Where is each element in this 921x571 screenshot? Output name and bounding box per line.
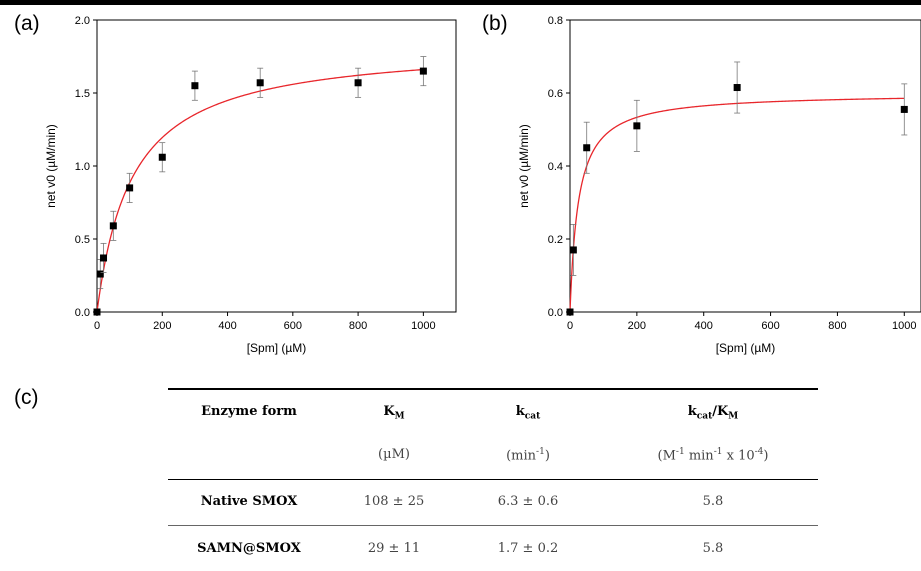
table-top-rule <box>168 388 818 390</box>
chart-a-data-point <box>109 222 117 230</box>
row-native-kcat: 6.3 ± 0.6 <box>497 494 559 509</box>
chart-b-xtick-label: 200 <box>628 320 646 332</box>
unit-km: (µM) <box>378 447 410 462</box>
unit-kcat-km: (M-1 min-1 x 10-4) <box>657 447 769 464</box>
chart-b-xtick-label: 0 <box>567 320 573 332</box>
chart-b-data-point <box>569 246 577 254</box>
chart-b-ytick-label: 0.6 <box>548 88 563 100</box>
chart-b-ytick-label: 0.2 <box>548 234 563 246</box>
row-samn-km: 29 ± 11 <box>367 541 421 556</box>
chart-a-xtick-label: 600 <box>284 320 302 332</box>
chart-a-data-point <box>256 79 264 87</box>
header-kcat-km: kcat/KM <box>687 404 739 422</box>
chart-a-xtick-label: 0 <box>94 320 100 332</box>
chart-b-xtick-label: 1000 <box>892 320 916 332</box>
chart-a-x-axis-label: [Spm] (µM) <box>247 341 307 355</box>
unit-kcat: (min-1) <box>506 447 550 464</box>
chart-a-frame <box>96 19 457 313</box>
chart-b-xtick-label: 400 <box>695 320 713 332</box>
chart-a-data-point <box>96 270 104 278</box>
chart-a-data-point <box>100 254 108 262</box>
chart-a-data-point <box>191 82 199 90</box>
header-km: KM <box>383 404 405 422</box>
chart-b-fit-curve <box>569 97 905 313</box>
chart-b-ytick-label: 0.4 <box>548 161 563 173</box>
chart-a-xtick-label: 800 <box>349 320 367 332</box>
chart-b-data-point <box>733 84 741 92</box>
chart-a-data-point <box>93 308 101 316</box>
chart-b-y-axis-label: net v0 (µM/min) <box>517 124 531 208</box>
panel-label-b: (b) <box>482 12 508 35</box>
charts-canvas: 0 200 400 600 800 1000 0.0 0.5 1.0 1.5 2.0 [Spm] (µ… <box>44 15 921 355</box>
chart-a-fit-curve <box>96 68 424 313</box>
row-native-ratio: 5.8 <box>702 494 724 509</box>
chart-a-data-point <box>419 67 427 75</box>
chart-a-ytick-label: 0.0 <box>75 307 90 319</box>
row-samn-kcat: 1.7 ± 0.2 <box>497 541 559 556</box>
table-mid-rule-2 <box>168 525 818 526</box>
chart-a-data-point <box>354 79 362 87</box>
row-native-km: 108 ± 25 <box>363 494 425 509</box>
header-enzyme-form: Enzyme form <box>201 404 297 419</box>
chart-a-xtick-label: 200 <box>153 320 171 332</box>
chart-a-data-point <box>158 153 166 161</box>
row-samn-ratio: 5.8 <box>702 541 724 556</box>
chart-b-xtick-label: 600 <box>761 320 779 332</box>
top-border <box>0 0 921 5</box>
panel-label-c: (c) <box>14 386 39 409</box>
chart-b-data-point <box>900 105 908 113</box>
chart-a-ytick-label: 1.0 <box>75 161 90 173</box>
chart-a-ytick-label: 1.5 <box>75 88 90 100</box>
chart-a-ytick-label: 0.5 <box>75 234 90 246</box>
chart-a-xtick-label: 1000 <box>411 320 435 332</box>
header-kcat: kcat <box>515 404 541 422</box>
chart-a-ytick-label: 2.0 <box>75 15 90 27</box>
panel-label-a: (a) <box>14 12 40 35</box>
chart-a-data-point <box>126 184 134 192</box>
chart-b-xtick-label: 800 <box>828 320 846 332</box>
row-samn-name: SAMN@SMOX <box>197 541 301 556</box>
chart-b-frame <box>569 19 921 313</box>
chart-b-ytick-label: 0.0 <box>548 307 563 319</box>
chart-b-data-point <box>633 122 641 130</box>
row-native-name: Native SMOX <box>200 494 298 509</box>
chart-b-ytick-label: 0.8 <box>548 15 563 27</box>
chart-b-data-point <box>583 144 591 152</box>
chart-b-x-axis-label: [Spm] (µM) <box>716 341 776 355</box>
table-mid-rule-1 <box>168 479 818 480</box>
chart-a-xtick-label: 400 <box>218 320 236 332</box>
chart-b-data-point <box>566 308 574 316</box>
chart-a-y-axis-label: net v0 (µM/min) <box>44 124 58 208</box>
